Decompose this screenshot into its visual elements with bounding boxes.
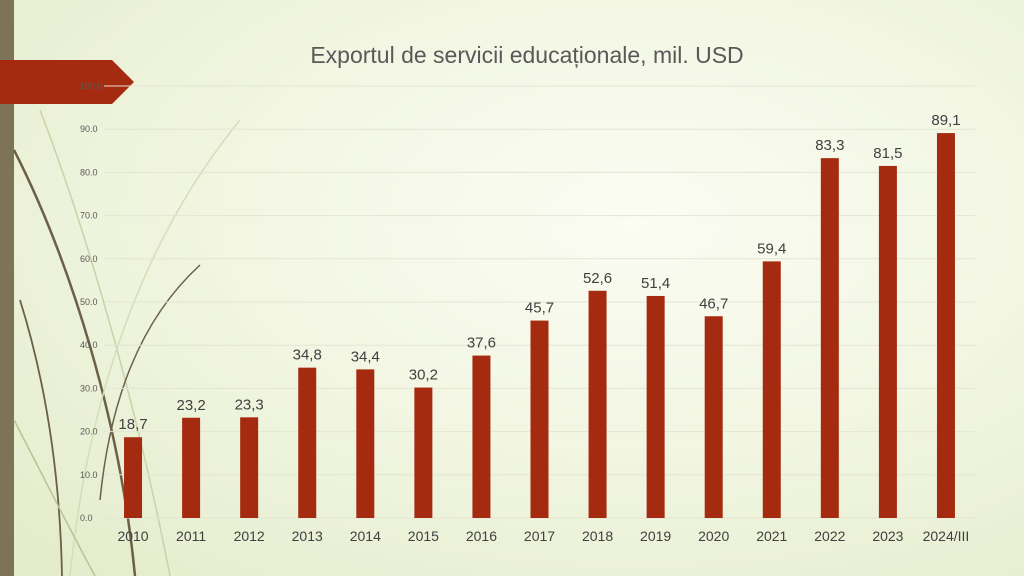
chart-title: Exportul de servicii educaționale, mil. … [310, 42, 744, 68]
y-tick-label: 10.0 [80, 470, 98, 480]
bar [530, 320, 549, 518]
y-tick-label: 40.0 [80, 340, 98, 350]
x-tick-label: 2014 [350, 528, 381, 544]
bar [414, 387, 433, 518]
data-label: 23,2 [176, 397, 205, 414]
bar [820, 158, 839, 519]
y-tick-label: 20.0 [80, 427, 98, 437]
data-label: 23,3 [235, 396, 264, 413]
bar [240, 417, 259, 518]
y-tick-label: 90.0 [80, 124, 98, 134]
data-label: 83,3 [815, 137, 844, 154]
left-accent-bar [0, 0, 14, 576]
bar [356, 369, 375, 518]
data-label: 59,4 [757, 240, 786, 257]
data-label: 18,7 [118, 416, 147, 433]
bar [878, 165, 897, 519]
data-label: 34,8 [293, 347, 322, 364]
x-tick-label: 2020 [698, 528, 729, 544]
y-tick-label: 80.0 [80, 167, 98, 177]
bar [646, 295, 665, 518]
y-tick-label: 100.0 [80, 81, 103, 91]
x-tick-label: 2018 [582, 528, 613, 544]
arrow-tab-shape [0, 60, 134, 104]
x-tick-label: 2010 [117, 528, 148, 544]
bar [298, 367, 317, 518]
x-tick-label: 2016 [466, 528, 497, 544]
bar [704, 316, 723, 518]
data-label: 46,7 [699, 295, 728, 312]
y-tick-label: 70.0 [80, 211, 98, 221]
data-label: 52,6 [583, 270, 612, 287]
data-label: 34,4 [351, 348, 380, 365]
y-tick-label: 50.0 [80, 297, 98, 307]
x-tick-label: 2021 [756, 528, 787, 544]
y-tick-label: 60.0 [80, 254, 98, 264]
data-label: 81,5 [873, 145, 902, 162]
bar [762, 261, 781, 518]
y-tick-label: 0.0 [80, 513, 93, 523]
bar [588, 290, 607, 518]
data-label: 89,1 [931, 112, 960, 129]
x-tick-label: 2019 [640, 528, 671, 544]
x-tick-label: 2024/III [923, 528, 970, 544]
x-tick-label: 2017 [524, 528, 555, 544]
bar [124, 437, 143, 518]
data-label: 51,4 [641, 275, 670, 292]
x-tick-label: 2013 [292, 528, 323, 544]
y-tick-label: 30.0 [80, 383, 98, 393]
x-tick-label: 2012 [234, 528, 265, 544]
data-label: 45,7 [525, 300, 554, 317]
data-label: 37,6 [467, 335, 496, 352]
x-tick-label: 2011 [176, 528, 206, 544]
bar [182, 417, 201, 518]
data-label: 30,2 [409, 367, 438, 384]
x-tick-label: 2015 [408, 528, 439, 544]
bar [936, 133, 955, 518]
x-tick-label: 2023 [872, 528, 903, 544]
x-tick-label: 2022 [814, 528, 845, 544]
bar [472, 355, 491, 518]
